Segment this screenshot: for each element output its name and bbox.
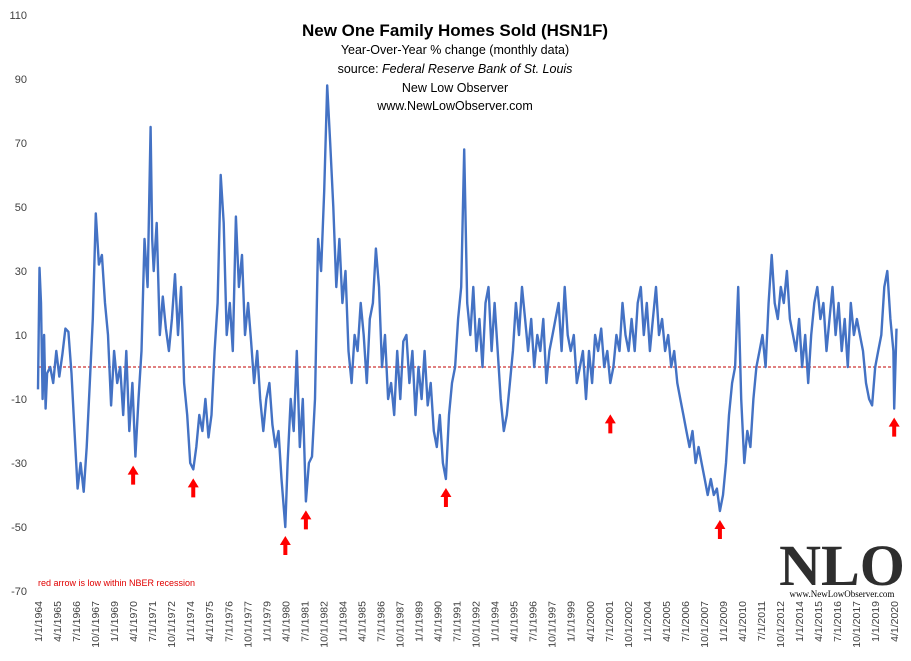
- x-tick-label: 7/1/2001: [604, 601, 616, 642]
- website-label: www.NewLowObserver.com: [376, 99, 533, 113]
- recession-low-arrow: [714, 520, 726, 539]
- x-tick-label: 10/1/1997: [547, 601, 559, 648]
- x-tick-label: 1/1/1979: [261, 601, 273, 642]
- x-tick-label: 7/1/2016: [832, 601, 844, 642]
- x-tick-label: 4/1/2000: [585, 601, 597, 642]
- x-tick-label: 10/1/1992: [471, 601, 483, 648]
- recession-low-arrow: [187, 478, 199, 498]
- x-tick-label: 10/1/1987: [395, 601, 407, 648]
- x-tick-label: 7/1/2011: [756, 601, 768, 641]
- x-tick-label: 1/1/1969: [109, 601, 121, 642]
- x-tick-label: 10/1/2007: [699, 601, 711, 648]
- y-tick-label: -30: [11, 458, 27, 470]
- x-tick-label: 7/1/2006: [680, 601, 692, 642]
- recession-arrows: [127, 414, 900, 555]
- x-tick-label: 1/1/2004: [642, 601, 654, 642]
- series-line: [36, 84, 898, 529]
- x-tick-label: 4/1/2010: [737, 601, 749, 642]
- x-tick-label: 4/1/1970: [128, 601, 140, 642]
- recession-low-arrow: [440, 488, 452, 507]
- x-tick-label: 4/1/1995: [509, 601, 521, 642]
- x-tick-label: 1/1/1974: [185, 601, 197, 642]
- y-tick-label: 70: [15, 138, 27, 150]
- x-tick-label: 7/1/1971: [147, 601, 159, 642]
- x-tick-label: 1/1/2009: [718, 601, 730, 642]
- x-tick-label: 10/1/1972: [166, 601, 178, 648]
- x-tick-label: 10/1/2012: [775, 601, 787, 648]
- x-tick-label: 7/1/1976: [223, 601, 235, 642]
- source-label: source:: [338, 62, 382, 76]
- x-tick-label: 10/1/1982: [318, 601, 330, 648]
- recession-note: red arrow is low within NBER recession: [38, 578, 195, 588]
- x-tick-label: 1/1/1994: [490, 601, 502, 642]
- recession-low-arrow: [604, 414, 616, 434]
- nlo-logo: NLO: [779, 533, 905, 598]
- recession-low-arrow: [300, 510, 312, 530]
- x-tick-label: 10/1/2002: [623, 601, 635, 648]
- y-tick-label: 110: [9, 10, 27, 22]
- x-tick-label: 1/1/1999: [566, 601, 578, 642]
- y-tick-label: 90: [15, 74, 27, 86]
- y-tick-label: 10: [15, 330, 27, 342]
- x-tick-label: 4/1/1975: [204, 601, 216, 642]
- recession-low-arrow: [888, 417, 900, 437]
- x-tick-label: 7/1/1986: [375, 601, 387, 642]
- x-tick-label: 4/1/1985: [356, 601, 368, 642]
- logo-url: www.NewLowObserver.com: [790, 589, 895, 599]
- chart-title: New One Family Homes Sold (HSN1F): [302, 21, 608, 40]
- source-line: source: Federal Reserve Bank of St. Loui…: [338, 62, 573, 76]
- y-tick-label: 50: [15, 202, 27, 214]
- author-label: New Low Observer: [402, 81, 508, 95]
- x-axis: 1/1/1964 4/1/1965 7/1/1966 10/1/1967 1/1/196…: [33, 601, 901, 648]
- chart-subtitle: Year-Over-Year % change (monthly data): [341, 43, 569, 57]
- x-tick-label: 1/1/1989: [414, 601, 426, 642]
- y-axis: -70 -50 -30 -10 10 30 50 70 90 110: [9, 10, 27, 598]
- recession-low-arrow: [127, 465, 139, 485]
- y-tick-label: -70: [11, 586, 27, 598]
- x-tick-label: 7/1/1966: [71, 601, 83, 642]
- x-tick-label: 1/1/1964: [33, 601, 45, 642]
- x-tick-label: 7/1/1981: [299, 601, 311, 642]
- x-tick-label: 10/1/1977: [242, 601, 254, 648]
- x-tick-label: 1/1/1984: [337, 601, 349, 642]
- x-tick-label: 4/1/2020: [889, 601, 901, 642]
- x-tick-label: 4/1/1980: [280, 601, 292, 642]
- x-tick-label: 4/1/2015: [813, 601, 825, 642]
- y-tick-label: -10: [11, 394, 27, 406]
- recession-low-arrow: [279, 536, 291, 555]
- x-tick-label: 7/1/1996: [528, 601, 540, 642]
- x-tick-label: 1/1/2019: [870, 601, 882, 642]
- y-tick-label: -50: [11, 522, 27, 534]
- x-tick-label: 4/1/1965: [52, 601, 64, 642]
- x-tick-label: 4/1/1990: [433, 601, 445, 642]
- x-tick-label: 10/1/1967: [90, 601, 102, 648]
- y-tick-label: 30: [15, 266, 27, 278]
- x-tick-label: 10/1/2017: [851, 601, 863, 648]
- x-tick-label: 4/1/2005: [661, 601, 673, 642]
- x-tick-label: 7/1/1991: [452, 601, 464, 642]
- x-tick-label: 1/1/2014: [794, 601, 806, 642]
- source-name: Federal Reserve Bank of St. Louis: [382, 62, 572, 76]
